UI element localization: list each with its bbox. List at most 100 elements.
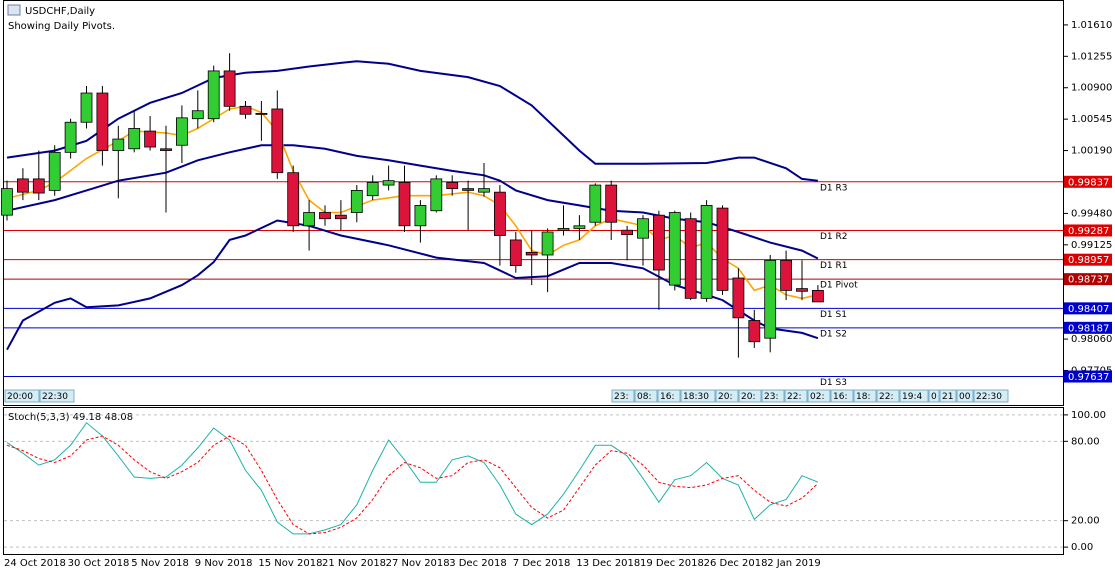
stoch-line [6,435,819,535]
pivot-value-box [1064,302,1112,315]
time-box [634,389,658,403]
pivot-value: 0.99837 [1068,177,1109,188]
time-box [876,389,900,403]
candle-body [334,214,347,220]
y-tick-label: 1.01255 [1071,51,1112,62]
time-box-label: 0 [931,392,937,402]
candle-body [271,108,284,174]
candle-body [764,259,777,339]
chart-title: USDCHF,Daily [25,6,95,17]
stoch-line [6,422,819,535]
x-tick-label: 13 Dec 2018 [576,558,640,569]
pivot-value-box [1064,253,1112,266]
candle-body [684,218,697,299]
candle-body [48,151,61,191]
time-box [680,389,716,403]
candle-body [557,228,570,231]
time-box [853,389,877,403]
candle-body [700,205,713,299]
candle-body [637,218,649,239]
pivot-value: 0.97637 [1068,372,1109,383]
chart-subtitle: Showing Daily Pivots. [8,21,115,32]
candle-body [732,277,745,319]
x-tick-label: 9 Nov 2018 [195,558,253,569]
time-box-label: 00 [959,392,971,402]
time-box [807,389,831,403]
time-box-label: 16: [833,392,847,402]
x-tick-label: 7 Dec 2018 [513,558,571,569]
y-tick-label: 1.00545 [1071,114,1112,125]
candle-body [239,105,252,115]
candle-body [748,320,761,343]
candle-body [462,188,475,191]
candle-body [812,289,824,303]
time-box [611,389,635,403]
y-tick-label: 0.99480 [1071,208,1112,219]
indicator-line [6,60,819,182]
pivot-value: 0.98407 [1068,304,1109,315]
pivot-name: D1 S2 [820,329,847,339]
x-tick-label: 19 Dec 2018 [640,558,704,569]
candle-body [605,184,618,223]
time-box [761,389,785,403]
time-box [928,389,940,403]
candle-body [144,130,157,148]
x-tick-label: 24 Oct 2018 [4,558,66,569]
pivot-name: D1 Pivot [820,281,858,291]
time-box-label: 16: [660,392,674,402]
candle-body [398,182,411,227]
time-box [973,389,1009,403]
y-tick-label: 20.00 [1071,516,1100,527]
candle-body [653,214,665,271]
candle-body [64,121,77,153]
pivot-name: D1 S3 [820,378,847,388]
candle-body [350,189,363,213]
time-box-label: 23: [764,392,778,402]
candle-body [1,188,13,216]
y-tick-label: 100.00 [1071,410,1106,421]
y-tick-label: 0.00 [1071,542,1093,553]
pivot-value-box [1064,321,1112,334]
y-tick-label: 1.01610 [1071,20,1112,31]
time-box-label: 22: [879,392,893,402]
x-tick-label: 5 Nov 2018 [131,558,189,569]
x-tick-label: 2 Jan 2019 [767,558,821,569]
candle-body [175,117,188,146]
y-tick-label: 80.00 [1071,436,1100,447]
candle-body [160,148,172,151]
pivot-value-box [1064,370,1112,383]
candle-body [16,178,29,193]
time-box [657,389,681,403]
time-box-label: 08: [637,392,651,402]
time-box [738,389,762,403]
time-box [830,389,854,403]
candle-body [525,251,538,256]
candle-body [478,188,490,193]
pivot-value: 0.98957 [1068,255,1109,266]
pivot-value: 0.98737 [1068,275,1109,286]
candle-body [493,191,506,236]
time-box-label: 02: [810,392,824,402]
pivot-name: D1 S1 [820,310,847,320]
pivot-value-box [1064,273,1112,286]
candle-body [414,205,427,227]
y-tick-label: 1.00900 [1071,83,1112,94]
candle-body [128,128,141,150]
time-box-label: 18:30 [683,392,709,402]
time-box-label: 18: [856,392,870,402]
candle-body [207,70,220,120]
time-box-label: 21 [942,392,953,402]
time-box [956,389,974,403]
time-box [715,389,739,403]
candle-body [430,178,443,212]
candle-body [668,212,681,286]
time-box-label: 20: [718,392,732,402]
time-box-label: 22: [787,392,801,402]
candle-body [112,138,125,151]
y-tick-label: 0.98060 [1071,334,1112,345]
time-box-label: 23: [614,392,628,402]
pivot-name: D1 R1 [820,261,848,271]
candle-body [716,207,729,291]
y-tick-label: 1.00190 [1071,146,1112,157]
